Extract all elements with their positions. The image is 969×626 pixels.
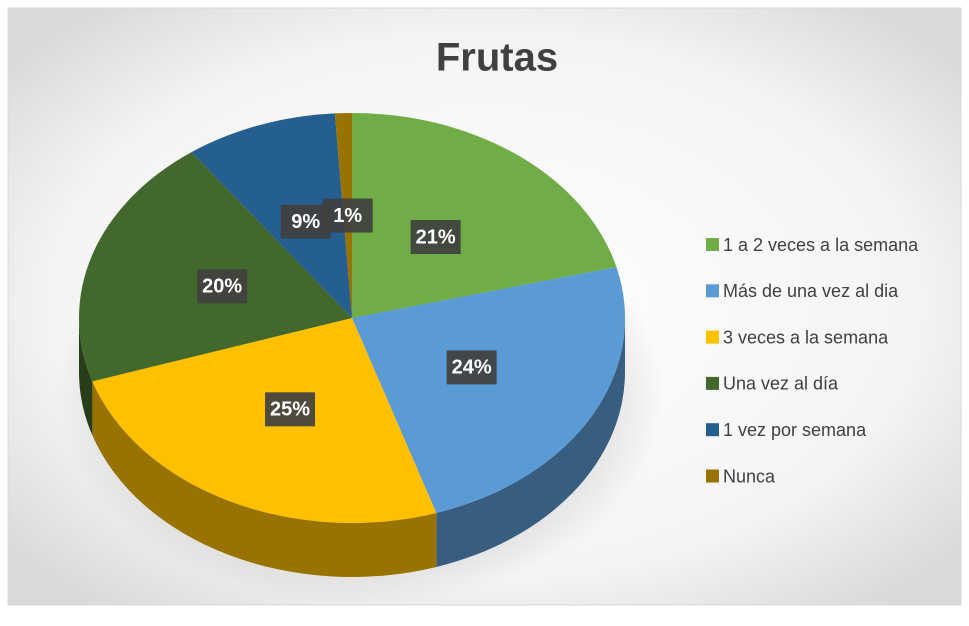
legend-swatch bbox=[706, 284, 719, 298]
legend-swatch bbox=[706, 423, 719, 437]
legend-swatch bbox=[706, 376, 719, 390]
pie-slice bbox=[191, 113, 352, 319]
data-label-box bbox=[265, 392, 316, 427]
data-label: 1% bbox=[333, 205, 362, 227]
pie-slice bbox=[352, 113, 617, 318]
legend-label: Una vez al día bbox=[723, 374, 839, 394]
legend-label: 1 vez por semana bbox=[723, 420, 867, 440]
data-label-box bbox=[322, 198, 373, 233]
data-label: 20% bbox=[202, 276, 242, 298]
pie-slice bbox=[352, 267, 625, 513]
legend-label: 1 a 2 veces a la semana bbox=[723, 235, 919, 255]
legend-label: Más de una vez al dia bbox=[723, 281, 899, 301]
pie-slice bbox=[78, 152, 352, 382]
data-label-box bbox=[446, 350, 497, 385]
legend-label: 3 veces a la semana bbox=[723, 327, 889, 347]
pie-slice bbox=[92, 318, 437, 523]
legend-swatch bbox=[706, 330, 719, 344]
data-label: 25% bbox=[270, 399, 310, 421]
pie-side bbox=[436, 318, 625, 567]
data-label-box bbox=[197, 269, 248, 304]
data-label: 21% bbox=[416, 226, 456, 248]
data-label-box bbox=[280, 204, 331, 239]
data-label: 9% bbox=[291, 211, 320, 233]
data-label-box bbox=[410, 220, 461, 255]
data-label: 24% bbox=[452, 357, 492, 379]
legend-swatch bbox=[706, 469, 719, 483]
legend-label: Nunca bbox=[723, 466, 776, 486]
chart-title: Frutas bbox=[436, 36, 558, 80]
pie-side bbox=[92, 381, 437, 577]
legend-swatch bbox=[706, 238, 719, 251]
pie-side bbox=[79, 318, 93, 436]
